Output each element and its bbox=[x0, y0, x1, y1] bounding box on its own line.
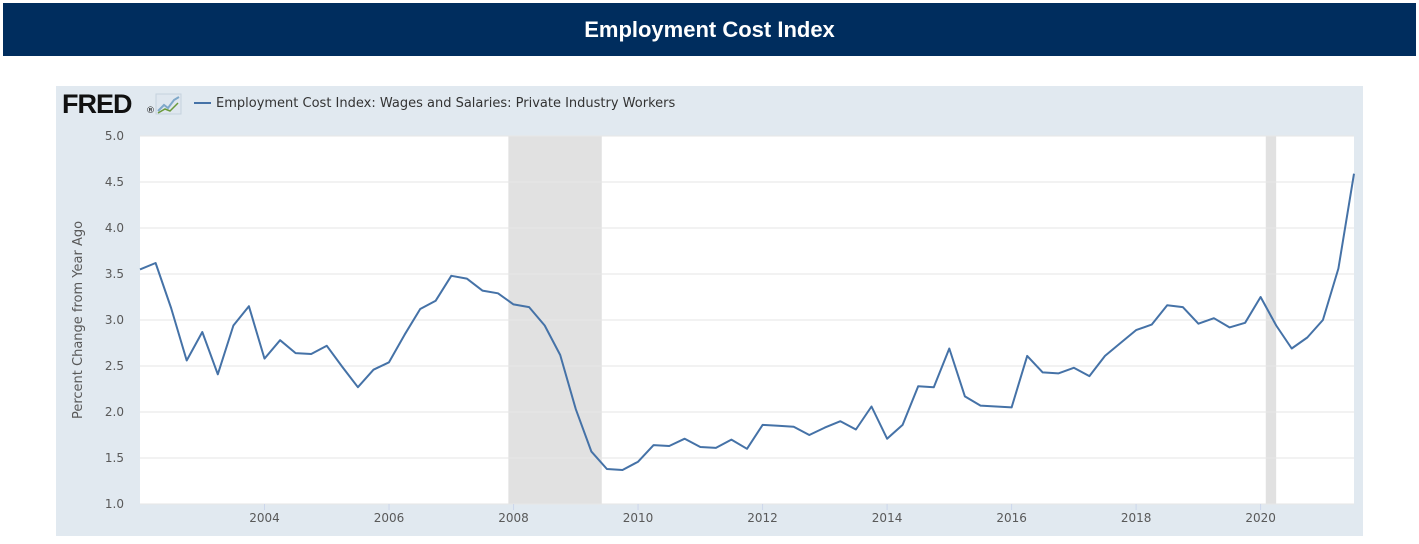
y-tick-label: 3.5 bbox=[105, 267, 124, 281]
title-bar: Employment Cost Index bbox=[3, 3, 1416, 56]
y-tick-label: 1.5 bbox=[105, 451, 124, 465]
legend-entry: Employment Cost Index: Wages and Salarie… bbox=[216, 96, 675, 111]
fred-logo: FRED ® bbox=[62, 89, 182, 119]
y-tick-label: 3.0 bbox=[105, 313, 124, 327]
y-tick-label: 2.5 bbox=[105, 359, 124, 373]
x-tick-label: 2004 bbox=[249, 511, 280, 525]
x-tick-label: 2020 bbox=[1245, 511, 1276, 525]
chart-svg: FRED ® Employment Cost Index: Wages and … bbox=[62, 89, 1355, 525]
y-tick-label: 5.0 bbox=[105, 129, 124, 143]
series bbox=[139, 173, 1355, 471]
chart-frame: FRED ® Employment Cost Index: Wages and … bbox=[56, 86, 1363, 536]
y-tick-label: 4.5 bbox=[105, 175, 124, 189]
x-tick-label: 2010 bbox=[623, 511, 654, 525]
y-tick-label: 2.0 bbox=[105, 405, 124, 419]
x-tick-label: 2012 bbox=[747, 511, 778, 525]
series-line bbox=[139, 173, 1355, 471]
x-axis: 2004 2006 2008 2010 2012 2014 2016 2018 2020 bbox=[249, 504, 1276, 525]
x-tick-label: 2008 bbox=[498, 511, 529, 525]
x-tick-label: 2006 bbox=[374, 511, 405, 525]
registered-mark: ® bbox=[146, 106, 155, 116]
x-tick-label: 2014 bbox=[872, 511, 903, 525]
page-title: Employment Cost Index bbox=[584, 16, 835, 42]
x-tick-label: 2018 bbox=[1121, 511, 1152, 525]
y-tick-label: 4.0 bbox=[105, 221, 124, 235]
fred-graph-icon bbox=[155, 93, 182, 115]
y-axis: 1.0 1.5 2.0 2.5 3.0 3.5 4.0 4.5 5.0 bbox=[105, 129, 124, 511]
y-axis-label: Percent Change from Year Ago bbox=[71, 221, 86, 419]
y-tick-label: 1.0 bbox=[105, 497, 124, 511]
legend: Employment Cost Index: Wages and Salarie… bbox=[194, 96, 675, 111]
x-tick-label: 2016 bbox=[996, 511, 1027, 525]
fred-logo-text: FRED bbox=[62, 89, 132, 119]
